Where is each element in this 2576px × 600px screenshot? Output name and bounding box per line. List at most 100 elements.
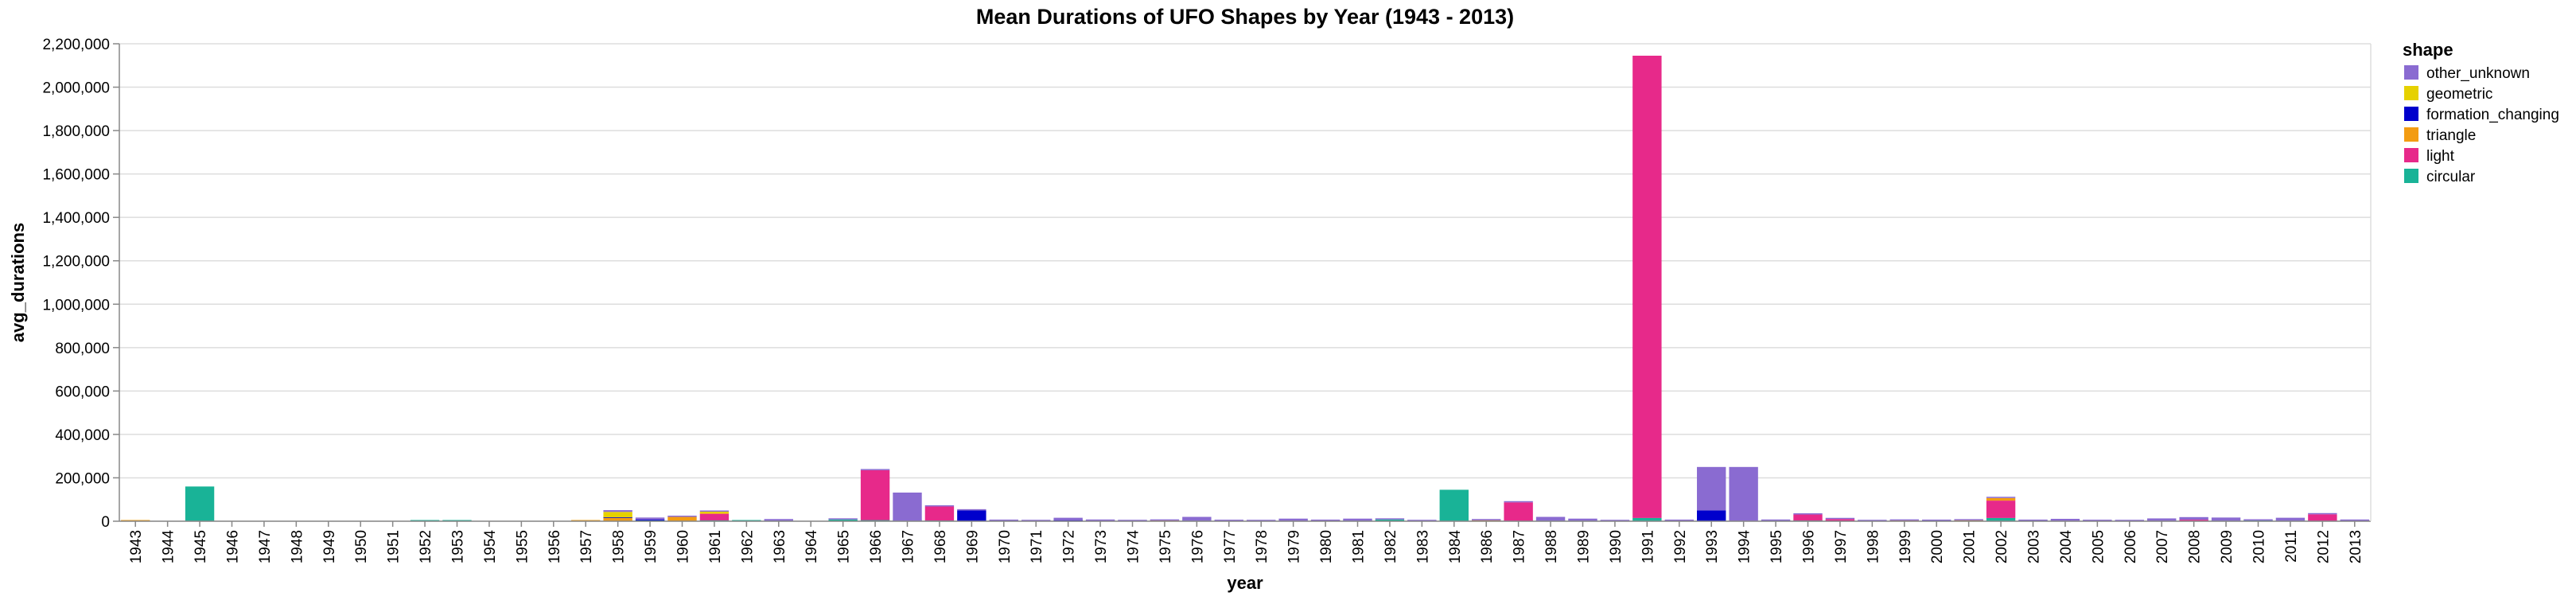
legend-label-other_unknown: other_unknown [2426, 65, 2530, 82]
bar-segment-other_unknown-1987 [1504, 501, 1533, 503]
bar-segment-other_unknown-2005 [2083, 520, 2112, 521]
x-tick-label: 1970 [997, 530, 1014, 563]
x-tick-label: 1998 [1865, 530, 1881, 563]
x-tick-label: 1959 [643, 530, 660, 563]
bar-segment-other_unknown-2009 [2211, 517, 2241, 521]
y-tick-label: 800,000 [55, 341, 110, 357]
x-tick-label: 1971 [1029, 530, 1045, 563]
x-tick-label: 2004 [2058, 530, 2075, 564]
x-tick-label: 2006 [2123, 530, 2139, 563]
bar-segment-other_unknown-1966 [860, 469, 890, 470]
y-tick-label: 200,000 [55, 470, 110, 487]
bar-segment-other_unknown-1982 [1375, 518, 1405, 520]
x-tick-label: 2009 [2219, 530, 2236, 563]
bar-segment-other_unknown-1971 [1021, 520, 1051, 521]
bar-segment-other_unknown-2003 [2018, 519, 2048, 521]
x-tick-label: 1976 [1189, 530, 1206, 563]
y-gridlines [119, 43, 2371, 522]
bar-segment-other_unknown-1979 [1278, 518, 1308, 521]
y-tick-label: 600,000 [55, 384, 110, 400]
bar-segment-formation_changing-1972 [1053, 520, 1083, 521]
bar-segment-other_unknown-1993 [1697, 466, 1726, 511]
bar-segment-circular-2002 [1986, 517, 2016, 521]
legend-swatch-circular [2404, 169, 2418, 183]
bar-segment-geometric-1961 [699, 512, 730, 513]
legend: shape other_unknown geometric formation_ch… [2403, 40, 2559, 185]
bar-segment-other_unknown-1968 [924, 505, 955, 507]
bar-segment-triangle-2002 [1986, 497, 2016, 501]
x-tick-label: 1967 [901, 530, 917, 563]
y-tick-label: 1,400,000 [42, 210, 110, 227]
bar-segment-triangle-1986 [1472, 520, 1501, 521]
x-tick-label: 1991 [1640, 530, 1656, 563]
bar-segment-light-2008 [2179, 520, 2208, 521]
bar-segment-other_unknown-1965 [828, 518, 858, 520]
legend-swatch-geometric [2404, 86, 2418, 100]
bar-segment-other_unknown-1995 [1761, 519, 1791, 521]
x-tick-label: 1981 [1351, 530, 1368, 563]
bar-segment-other_unknown-1983 [1407, 520, 1437, 521]
x-tick-label: 1996 [1801, 530, 1818, 563]
bar-segment-light-1987 [1504, 502, 1533, 521]
x-tick-label: 1979 [1286, 530, 1303, 563]
bar-segment-triangle-1960 [667, 516, 697, 521]
bar-segment-other_unknown-1986 [1472, 519, 1501, 520]
x-tick-label: 1954 [482, 530, 499, 564]
x-tick-label: 1986 [1479, 530, 1496, 563]
x-tick-label: 1993 [1704, 530, 1721, 563]
bar-segment-other_unknown-1973 [1085, 519, 1115, 521]
bar-segment-other_unknown-1974 [1118, 520, 1147, 521]
x-tick-label: 1955 [514, 530, 531, 563]
bar-segment-other_unknown-2004 [2050, 519, 2080, 521]
bar-segment-other_unknown-2001 [1954, 519, 1983, 520]
x-tick-label: 1966 [868, 530, 885, 563]
bar-segment-light-1997 [1825, 519, 1855, 521]
bar-segment-other_unknown-1976 [1182, 516, 1212, 521]
x-axis-ticks: 1943 1944 1945 1946 1947 1948 1949 1950 1951 1952… [128, 521, 2364, 563]
y-tick-label: 0 [101, 514, 110, 531]
chart-title: Mean Durations of UFO Shapes by Year (19… [976, 5, 1514, 29]
bar-segment-other_unknown-1998 [1858, 520, 1887, 521]
bar-segment-other_unknown-2013 [2340, 519, 2369, 521]
bar-stacks [121, 56, 2369, 521]
bar-segment-circular-1965 [828, 519, 858, 521]
y-tick-label: 1,600,000 [42, 167, 110, 184]
legend-swatch-light [2404, 148, 2418, 162]
legend-swatch-triangle [2404, 127, 2418, 142]
x-tick-label: 1992 [1672, 530, 1689, 563]
x-tick-label: 1989 [1576, 530, 1593, 563]
bar-segment-other_unknown-1970 [989, 519, 1018, 521]
bar-segment-formation_changing-1958 [603, 516, 632, 518]
x-tick-label: 1999 [1897, 530, 1914, 563]
x-tick-label: 1974 [1126, 530, 1142, 564]
x-tick-label: 2008 [2187, 530, 2204, 563]
y-tick-label: 2,200,000 [42, 37, 110, 53]
bar-segment-other_unknown-2007 [2147, 518, 2177, 521]
x-tick-label: 1983 [1414, 530, 1431, 563]
x-tick-label: 2010 [2251, 530, 2268, 563]
bar-segment-triangle-1958 [603, 517, 632, 521]
x-tick-label: 1947 [257, 530, 274, 563]
legend-label-geometric: geometric [2426, 86, 2492, 103]
bar-segment-other_unknown-1994 [1729, 466, 1758, 521]
x-tick-label: 1990 [1608, 530, 1625, 563]
x-tick-label: 1978 [1254, 530, 1270, 563]
legend-swatch-formation_changing [2404, 107, 2418, 121]
bar-segment-other_unknown-1980 [1310, 519, 1341, 521]
y-tick-label: 2,000,000 [42, 80, 110, 97]
bar-segment-other_unknown-1972 [1053, 517, 1083, 520]
y-tick-label: 1,200,000 [42, 254, 110, 271]
x-tick-label: 1980 [1318, 530, 1335, 563]
legend-swatch-other_unknown [2404, 65, 2418, 80]
bar-segment-other_unknown-2010 [2243, 519, 2273, 521]
x-tick-label: 1995 [1769, 530, 1785, 563]
bar-segment-formation_changing-1959 [635, 519, 665, 521]
legend-label-light: light [2426, 148, 2455, 165]
bar-segment-other_unknown-1977 [1214, 520, 1243, 521]
bar-segment-other_unknown-2000 [1922, 519, 1951, 521]
x-tick-label: 1956 [547, 530, 563, 563]
bar-segment-light-1966 [860, 469, 890, 520]
bar-segment-other_unknown-1990 [1600, 520, 1630, 521]
x-tick-label: 1964 [804, 530, 820, 564]
